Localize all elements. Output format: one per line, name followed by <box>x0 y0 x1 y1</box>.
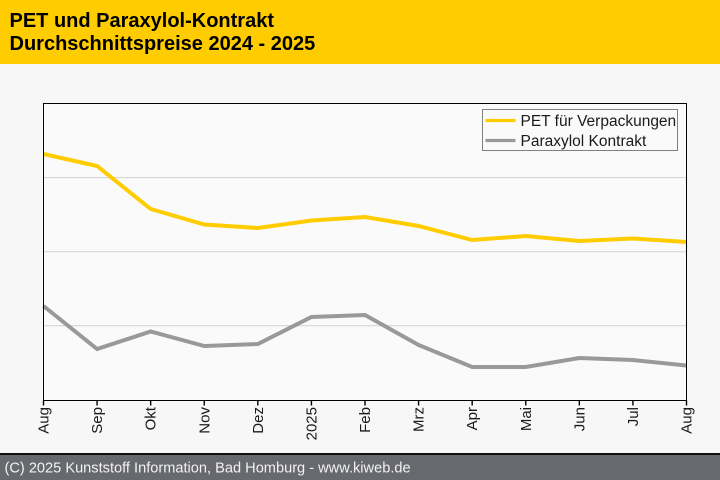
svg-text:Okt: Okt <box>143 406 160 430</box>
svg-text:PET für Verpackungen: PET für Verpackungen <box>521 113 677 130</box>
svg-text:Nov: Nov <box>196 407 213 434</box>
svg-text:Dez: Dez <box>250 407 267 434</box>
svg-text:Durchschnittspreise 2024 - 202: Durchschnittspreise 2024 - 2025 <box>10 33 316 55</box>
svg-text:Aug: Aug <box>36 407 53 434</box>
svg-text:Jul: Jul <box>625 407 642 426</box>
svg-text:Sep: Sep <box>89 407 106 434</box>
svg-text:(C) 2025 Kunststoff Informatio: (C) 2025 Kunststoff Information, Bad Hom… <box>5 461 411 477</box>
svg-text:Mai: Mai <box>518 407 535 431</box>
svg-text:Jun: Jun <box>571 407 588 431</box>
svg-text:Feb: Feb <box>357 407 374 433</box>
svg-text:Paraxylol Kontrakt: Paraxylol Kontrakt <box>521 133 647 150</box>
svg-text:Aug: Aug <box>679 407 696 434</box>
svg-text:Apr: Apr <box>464 407 481 430</box>
svg-text:2025: 2025 <box>303 407 320 440</box>
svg-text:Mrz: Mrz <box>411 407 428 432</box>
svg-text:PET und Paraxylol-Kontrakt: PET und Paraxylol-Kontrakt <box>10 10 275 32</box>
